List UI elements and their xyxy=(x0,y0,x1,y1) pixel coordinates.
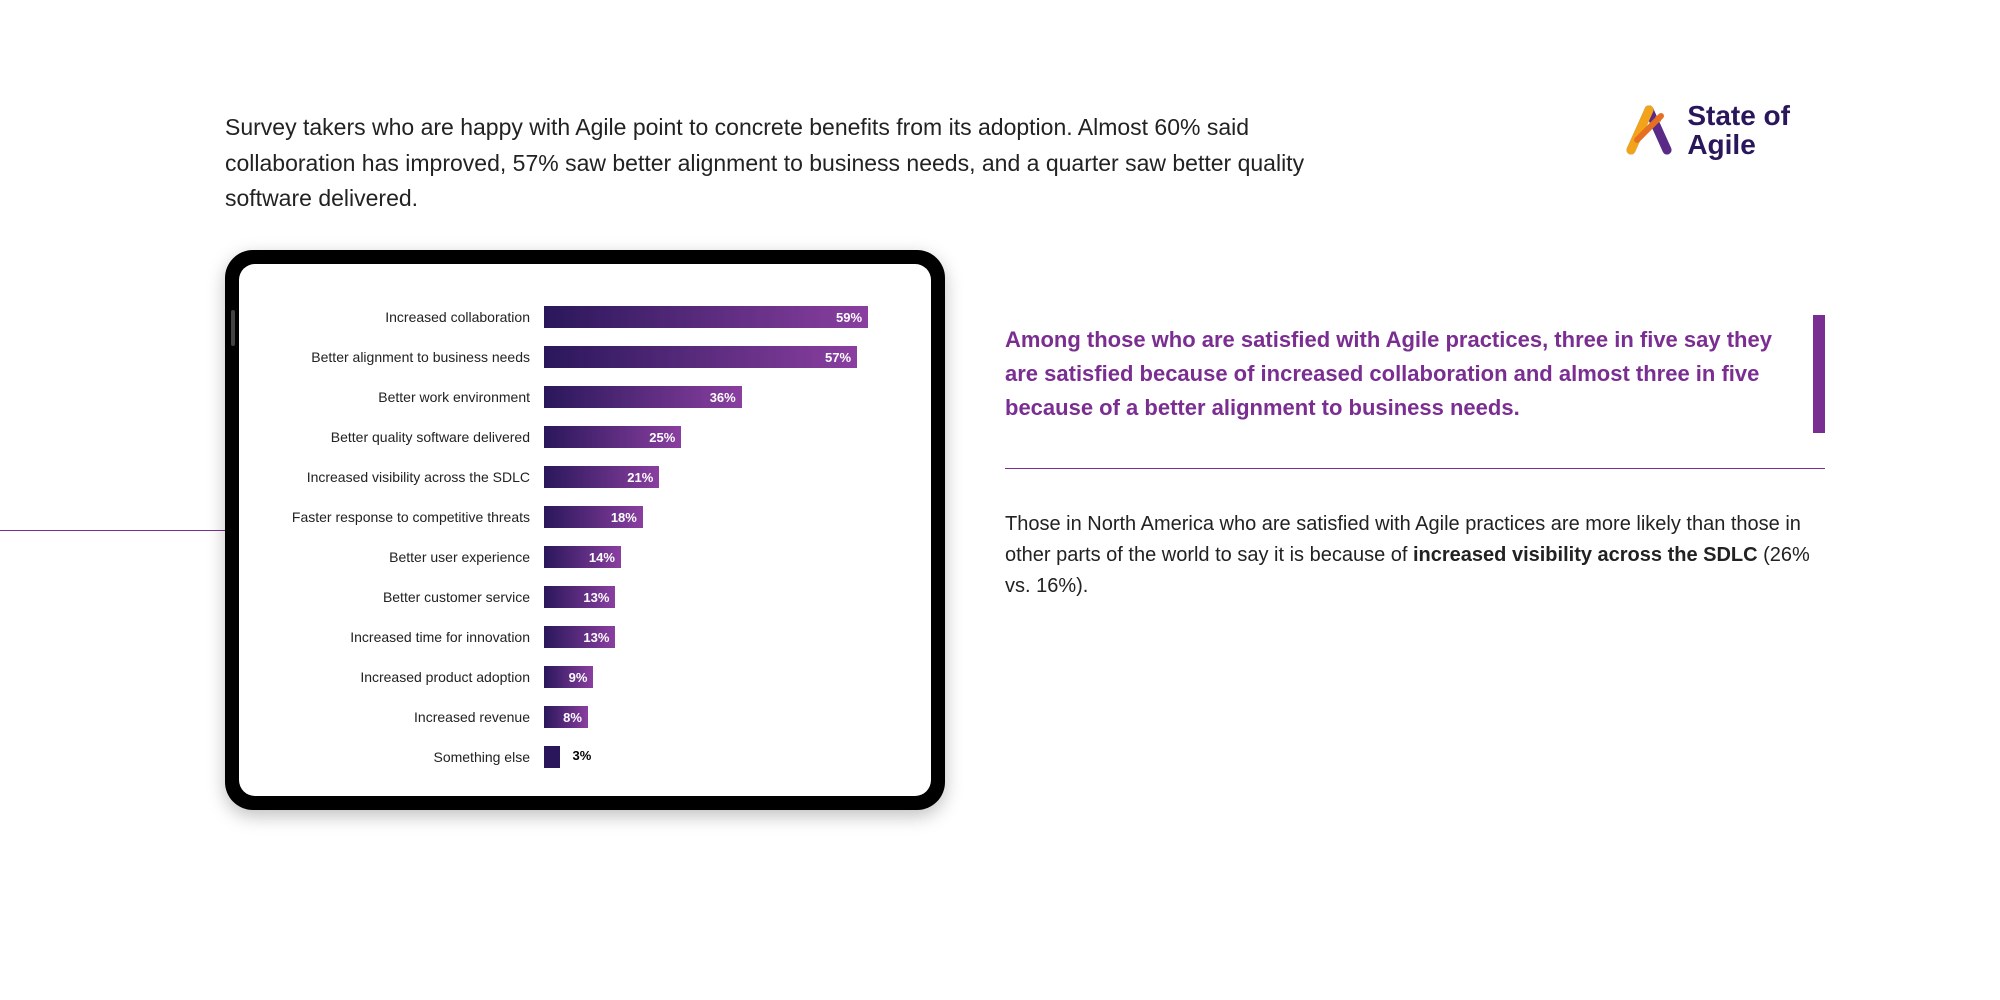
chart-bar: 13% xyxy=(544,626,615,648)
chart-bar-value: 18% xyxy=(611,510,637,525)
chart-bar-value: 21% xyxy=(627,470,653,485)
chart-bar-area: 25% xyxy=(544,426,901,448)
callout-block: Among those who are satisfied with Agile… xyxy=(1005,315,1825,433)
chart-bar-area: 8% xyxy=(544,706,901,728)
intro-container: Survey takers who are happy with Agile p… xyxy=(225,110,1825,217)
chart-row-label: Increased revenue xyxy=(269,709,544,725)
chart-bar-value: 14% xyxy=(589,550,615,565)
chart-bar: 25% xyxy=(544,426,681,448)
chart-row: Better user experience 14% xyxy=(269,544,901,570)
chart-row: Increased revenue 8% xyxy=(269,704,901,730)
chart-bar: 21% xyxy=(544,466,659,488)
chart-bar: 36% xyxy=(544,386,742,408)
content-row: Increased collaboration 59% Better alignme… xyxy=(225,250,1825,810)
chart-bar-area: 13% xyxy=(544,586,901,608)
chart-row: Increased product adoption 9% xyxy=(269,664,901,690)
chart-bar: 14% xyxy=(544,546,621,568)
intro-text: Survey takers who are happy with Agile p… xyxy=(225,110,1375,217)
chart-bar-area: 57% xyxy=(544,346,901,368)
chart-bar-value: 13% xyxy=(583,630,609,645)
chart-row-label: Better user experience xyxy=(269,549,544,565)
chart-bar-value: 3% xyxy=(572,748,591,763)
chart-row: Increased collaboration 59% xyxy=(269,304,901,330)
chart-row: Faster response to competitive threats 18… xyxy=(269,504,901,530)
chart-bar: 13% xyxy=(544,586,615,608)
chart-row-label: Increased visibility across the SDLC xyxy=(269,469,544,485)
side-panel: Among those who are satisfied with Agile… xyxy=(1005,250,1825,810)
note-bold: increased visibility across the SDLC xyxy=(1413,544,1758,566)
chart-bar-value: 59% xyxy=(836,310,862,325)
chart-bar-area: 14% xyxy=(544,546,901,568)
chart-row-label: Increased product adoption xyxy=(269,669,544,685)
chart-row: Better alignment to business needs 57% xyxy=(269,344,901,370)
tablet-frame: Increased collaboration 59% Better alignme… xyxy=(225,250,945,810)
chart-row-label: Increased collaboration xyxy=(269,309,544,325)
chart-bar: 9% xyxy=(544,666,593,688)
chart-bar-value: 9% xyxy=(569,670,588,685)
chart-bar-area: 13% xyxy=(544,626,901,648)
chart-row: Better work environment 36% xyxy=(269,384,901,410)
chart-bar: 57% xyxy=(544,346,857,368)
tablet-button-icon xyxy=(231,310,235,346)
chart-bar-value: 25% xyxy=(649,430,675,445)
chart-bar-value: 8% xyxy=(563,710,582,725)
chart-row-label: Faster response to competitive threats xyxy=(269,509,544,525)
chart-bar-value: 13% xyxy=(583,590,609,605)
benefits-chart: Increased collaboration 59% Better alignme… xyxy=(269,304,901,776)
chart-bar: 59% xyxy=(544,306,868,328)
chart-bar-value: 57% xyxy=(825,350,851,365)
chart-bar-area: 9% xyxy=(544,666,901,688)
chart-bar: 8% xyxy=(544,706,588,728)
chart-row-label: Better quality software delivered xyxy=(269,429,544,445)
chart-bar-area: 3% xyxy=(544,746,901,768)
chart-row: Better quality software delivered 25% xyxy=(269,424,901,450)
chart-row-label: Increased time for innovation xyxy=(269,629,544,645)
page-divider-left xyxy=(0,530,225,531)
chart-bar-area: 59% xyxy=(544,306,901,328)
chart-bar-area: 36% xyxy=(544,386,901,408)
chart-row-label: Better work environment xyxy=(269,389,544,405)
chart-row-label: Something else xyxy=(269,749,544,765)
chart-row-label: Better customer service xyxy=(269,589,544,605)
note-text: Those in North America who are satisfied… xyxy=(1005,509,1825,602)
chart-bar-area: 21% xyxy=(544,466,901,488)
chart-row: Something else 3% xyxy=(269,744,901,770)
chart-row: Increased time for innovation 13% xyxy=(269,624,901,650)
chart-row: Increased visibility across the SDLC 21% xyxy=(269,464,901,490)
chart-row-label: Better alignment to business needs xyxy=(269,349,544,365)
chart-bar xyxy=(544,746,560,768)
chart-bar: 18% xyxy=(544,506,643,528)
tablet-screen: Increased collaboration 59% Better alignme… xyxy=(239,264,931,796)
chart-row: Better customer service 13% xyxy=(269,584,901,610)
callout-text: Among those who are satisfied with Agile… xyxy=(1005,323,1787,425)
chart-bar-area: 18% xyxy=(544,506,901,528)
divider-line xyxy=(1005,468,1825,469)
chart-bar-value: 36% xyxy=(710,390,736,405)
